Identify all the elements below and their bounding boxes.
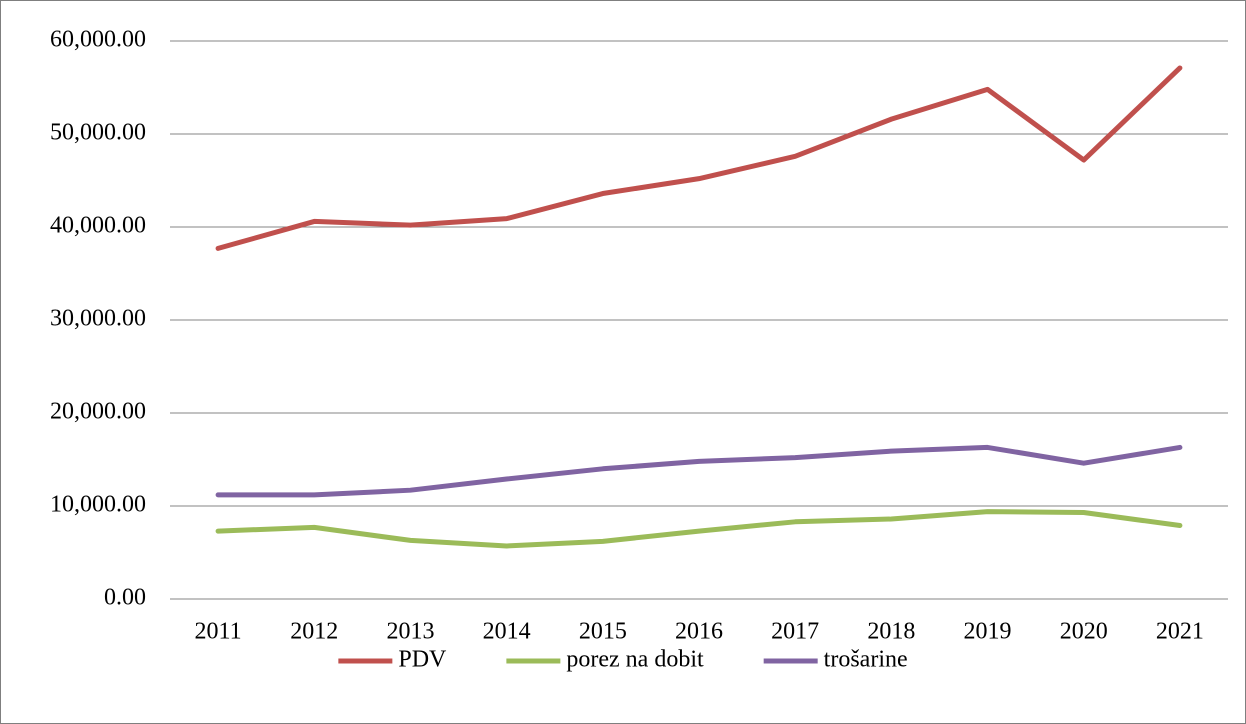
x-tick-label: 2017	[771, 619, 819, 645]
x-tick-label: 2020	[1060, 619, 1108, 645]
y-tick-label: 60,000.00	[50, 27, 146, 53]
x-tick-label: 2011	[195, 619, 242, 645]
x-tick-label: 2015	[579, 619, 627, 645]
line-series	[215, 509, 1183, 549]
x-tick-label: 2012	[290, 619, 338, 645]
y-tick-label: 0.00	[104, 585, 146, 611]
line-series	[215, 65, 1183, 251]
legend-label: PDV	[398, 647, 447, 673]
y-tick-label: 10,000.00	[50, 492, 146, 518]
x-tick-label: 2013	[386, 619, 434, 645]
y-tick-label: 40,000.00	[50, 213, 146, 239]
y-tick-label: 20,000.00	[50, 399, 146, 425]
x-tick-label: 2019	[964, 619, 1012, 645]
x-tick-label: 2021	[1156, 619, 1204, 645]
x-tick-label: 2014	[483, 619, 531, 645]
x-tick-label: 2016	[675, 619, 723, 645]
legend-label: trošarine	[824, 647, 908, 673]
y-tick-label: 50,000.00	[50, 120, 146, 146]
line-series	[215, 444, 1183, 498]
legend-label: porez na dobit	[566, 647, 704, 673]
x-tick-label: 2018	[867, 619, 915, 645]
y-tick-label: 30,000.00	[50, 306, 146, 332]
